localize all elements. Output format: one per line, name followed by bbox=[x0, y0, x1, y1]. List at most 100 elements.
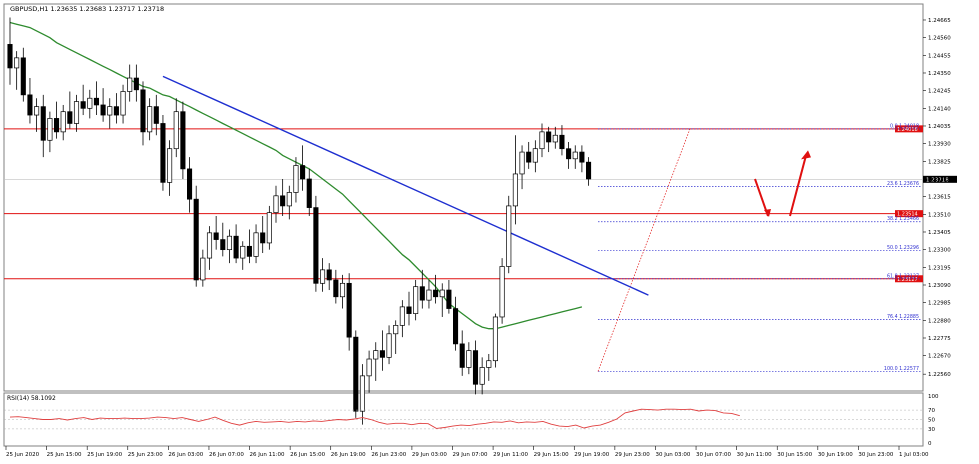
fibonacci-level-label: 100.0 1.22577 bbox=[884, 366, 919, 372]
time-axis-label: 26 Jun 11:00 bbox=[250, 452, 285, 458]
bearish-candle bbox=[133, 77, 139, 91]
bullish-candle bbox=[486, 360, 492, 368]
symbol-header: GBPUSD,H1 1.23635 1.23683 1.23717 1.2371… bbox=[10, 5, 164, 13]
price-axis-label: 1.24455 bbox=[928, 53, 951, 59]
bullish-candle bbox=[519, 151, 525, 175]
time-axis-label: 30 Jun 15:00 bbox=[777, 452, 812, 458]
time-axis-label: 29 Jun 03:00 bbox=[412, 452, 447, 458]
bullish-candle bbox=[393, 325, 399, 335]
bearish-candle bbox=[20, 57, 26, 96]
bullish-candle bbox=[499, 266, 505, 318]
bullish-candle bbox=[87, 97, 93, 109]
bearish-candle bbox=[379, 350, 385, 358]
bearish-candle bbox=[193, 198, 199, 281]
price-axis-label: 1.24245 bbox=[928, 89, 951, 95]
time-axis-label: 29 Jun 15:00 bbox=[534, 452, 569, 458]
bullish-candle bbox=[439, 289, 445, 298]
bearish-candle bbox=[113, 106, 119, 116]
bullish-candle bbox=[226, 235, 233, 251]
bullish-candle bbox=[339, 282, 346, 298]
time-axis-label: 29 Jun 19:00 bbox=[574, 452, 609, 458]
bullish-candle bbox=[293, 165, 299, 193]
price-axis-label: 1.22670 bbox=[928, 354, 951, 360]
bearish-candle bbox=[93, 97, 100, 106]
bearish-candle bbox=[180, 111, 186, 170]
time-axis-label: 26 Jun 07:00 bbox=[209, 452, 244, 458]
bullish-candle bbox=[399, 306, 405, 326]
time-axis-label: 25 Jun 2020 bbox=[6, 452, 40, 458]
price-axis-label: 1.24560 bbox=[928, 36, 951, 42]
price-axis-label: 1.22560 bbox=[928, 372, 951, 378]
rsi-axis-label: 50 bbox=[928, 418, 935, 424]
bearish-candle bbox=[346, 282, 352, 338]
bearish-candle bbox=[260, 232, 266, 244]
bullish-candle bbox=[466, 350, 472, 368]
bullish-candle bbox=[373, 350, 379, 360]
current-price-tag-text: 1.23718 bbox=[926, 177, 949, 183]
bullish-candle bbox=[120, 91, 126, 116]
price-axis-label: 1.23300 bbox=[928, 248, 951, 254]
bullish-candle bbox=[107, 106, 113, 116]
bullish-candle bbox=[127, 77, 133, 92]
bearish-candle bbox=[353, 336, 359, 412]
price-axis-label: 1.24035 bbox=[928, 124, 951, 130]
bearish-candle bbox=[300, 165, 306, 180]
time-axis-label: 26 Jun 15:00 bbox=[290, 452, 325, 458]
bearish-candle bbox=[153, 106, 159, 124]
bearish-candle bbox=[406, 306, 412, 314]
bearish-candle bbox=[579, 151, 585, 163]
level-price-tag-text: 1.23514 bbox=[897, 212, 918, 218]
bullish-candle bbox=[14, 57, 20, 69]
bearish-candle bbox=[566, 148, 572, 160]
level-price-tag-text: 1.24018 bbox=[897, 127, 918, 133]
price-axis-label: 1.24665 bbox=[928, 18, 951, 24]
rsi-line bbox=[9, 408, 740, 429]
time-axis-label: 29 Jun 07:00 bbox=[453, 452, 488, 458]
bullish-candle bbox=[492, 316, 499, 362]
price-axis-label: 1.23825 bbox=[928, 159, 951, 165]
bullish-candle bbox=[200, 257, 206, 281]
time-axis-label: 26 Jun 19:00 bbox=[331, 452, 366, 458]
fibonacci-level-label: 38.2 1.23466 bbox=[887, 216, 919, 222]
bullish-candle bbox=[286, 192, 292, 207]
arrow-head-up bbox=[801, 150, 811, 160]
price-axis-label: 1.23615 bbox=[928, 195, 951, 201]
bearish-candle bbox=[100, 104, 106, 116]
bullish-candle bbox=[532, 148, 538, 163]
bearish-candle bbox=[526, 151, 532, 163]
current-price-tag bbox=[923, 175, 957, 183]
bearish-candle bbox=[27, 94, 33, 116]
arrow-head-down bbox=[764, 209, 771, 218]
price-axis-label: 1.22775 bbox=[928, 336, 951, 342]
bearish-candle bbox=[333, 279, 339, 298]
time-axis-label: 25 Jun 15:00 bbox=[47, 452, 82, 458]
bullish-candle bbox=[173, 111, 179, 150]
bearish-candle bbox=[419, 286, 425, 301]
bearish-candle bbox=[459, 343, 465, 368]
price-axis-label: 1.23930 bbox=[928, 142, 951, 148]
bullish-candle bbox=[266, 212, 272, 244]
bearish-trendline bbox=[162, 75, 649, 296]
time-axis-label: 30 Jun 03:00 bbox=[655, 452, 690, 458]
bearish-candle bbox=[433, 289, 439, 298]
bullish-candle bbox=[413, 286, 419, 314]
bearish-candle bbox=[187, 168, 193, 200]
price-axis-label: 1.23090 bbox=[928, 283, 951, 289]
bullish-candle bbox=[240, 245, 246, 259]
level-price-tag bbox=[895, 275, 923, 283]
bearish-candle bbox=[559, 134, 565, 150]
price-axis-label: 1.23510 bbox=[928, 212, 951, 218]
time-axis-label: 30 Jun 23:00 bbox=[858, 452, 893, 458]
level-price-tag bbox=[895, 125, 923, 133]
bearish-candle bbox=[446, 289, 452, 309]
bullish-candle bbox=[147, 106, 153, 133]
rsi-axis-label: 100 bbox=[928, 394, 939, 400]
bullish-candle bbox=[47, 118, 53, 141]
bullish-candle bbox=[273, 195, 279, 213]
rsi-axis-label: 0 bbox=[928, 441, 932, 447]
time-axis-label: 30 Jun 11:00 bbox=[737, 452, 772, 458]
bearish-candle bbox=[220, 239, 226, 251]
bearish-candle bbox=[453, 308, 459, 345]
bullish-candle bbox=[73, 101, 80, 124]
